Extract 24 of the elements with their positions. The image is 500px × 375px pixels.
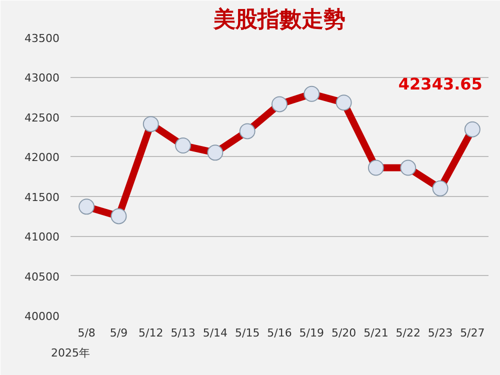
y-tick-label: 41500 — [24, 190, 60, 204]
x-tick-label: 5/14 — [202, 326, 228, 340]
annotation: 42343.65 — [398, 74, 482, 94]
x-tick-label: 5/23 — [428, 326, 453, 340]
x-tick-label: 5/20 — [331, 326, 356, 340]
y-tick-label: 42500 — [24, 111, 60, 124]
x-tick-label: 5/15 — [234, 326, 260, 340]
x-tick-label: 5/13 — [170, 326, 196, 340]
y-tick-label: 43000 — [24, 72, 60, 85]
x-tick-label: 5/21 — [364, 326, 388, 340]
x-tick-label: 5/22 — [396, 326, 420, 340]
x-tick-label: 5/16 — [267, 326, 292, 340]
x-tick-label: 5/9 — [110, 326, 128, 340]
x-axis-title: 2025年 — [51, 346, 90, 360]
y-tick-label: 43500 — [24, 32, 60, 45]
y-tick-label: 40000 — [24, 310, 60, 323]
x-tick-label: 5/8 — [78, 326, 96, 340]
x-tick-label: 5/27 — [460, 326, 485, 340]
y-tick-label: 42000 — [24, 151, 60, 164]
x-tick-label: 5/19 — [299, 326, 324, 340]
x-tick-label: 5/12 — [138, 326, 164, 340]
y-tick-label: 41000 — [24, 230, 60, 244]
chart-title: 美股指數走勢 — [212, 6, 346, 32]
y-tick-label: 40500 — [24, 270, 60, 284]
